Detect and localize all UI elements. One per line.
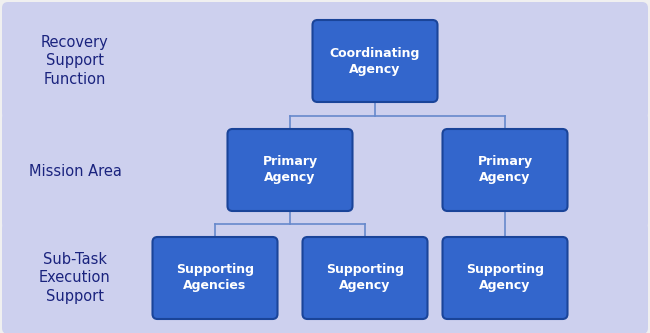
Text: Coordinating
Agency: Coordinating Agency xyxy=(330,47,420,76)
FancyBboxPatch shape xyxy=(2,112,648,229)
Text: Supporting
Agency: Supporting Agency xyxy=(326,263,404,292)
FancyBboxPatch shape xyxy=(302,237,428,319)
Text: Mission Area: Mission Area xyxy=(29,164,122,178)
Text: Supporting
Agencies: Supporting Agencies xyxy=(176,263,254,292)
FancyBboxPatch shape xyxy=(2,222,648,333)
Text: Recovery
Support
Function: Recovery Support Function xyxy=(41,35,109,87)
Text: Supporting
Agency: Supporting Agency xyxy=(466,263,544,292)
Text: Primary
Agency: Primary Agency xyxy=(263,156,318,184)
Text: Sub-Task
Execution
Support: Sub-Task Execution Support xyxy=(39,252,111,304)
FancyBboxPatch shape xyxy=(2,2,648,119)
FancyBboxPatch shape xyxy=(313,20,437,102)
FancyBboxPatch shape xyxy=(153,237,278,319)
FancyBboxPatch shape xyxy=(443,237,567,319)
FancyBboxPatch shape xyxy=(443,129,567,211)
Text: Primary
Agency: Primary Agency xyxy=(478,156,532,184)
FancyBboxPatch shape xyxy=(227,129,352,211)
